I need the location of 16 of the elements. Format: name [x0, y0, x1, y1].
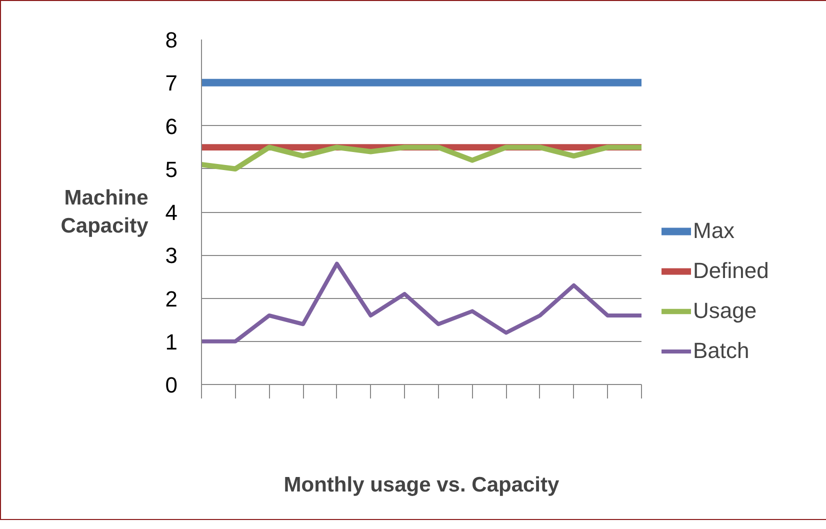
- legend-label: Batch: [693, 338, 750, 364]
- y-tick-label: 0: [165, 372, 178, 398]
- y-axis-title: Machine Capacity: [60, 186, 149, 238]
- y-tick-label: 6: [165, 114, 178, 139]
- x-axis-title: Monthly usage vs. Capacity: [284, 474, 560, 496]
- legend-label: Defined: [693, 258, 769, 284]
- y-tick-label: 2: [165, 286, 178, 312]
- y-tick-label: 3: [165, 243, 178, 268]
- legend-label: Usage: [693, 298, 757, 324]
- y-tick-label: 7: [165, 70, 178, 96]
- y-tick-label: 1: [165, 329, 178, 354]
- legend-label: Max: [693, 218, 735, 244]
- y-tick-label: 5: [165, 156, 178, 182]
- line-series: [202, 262, 642, 344]
- y-tick-label: 4: [165, 200, 178, 225]
- y-tick-label: 8: [165, 28, 178, 52]
